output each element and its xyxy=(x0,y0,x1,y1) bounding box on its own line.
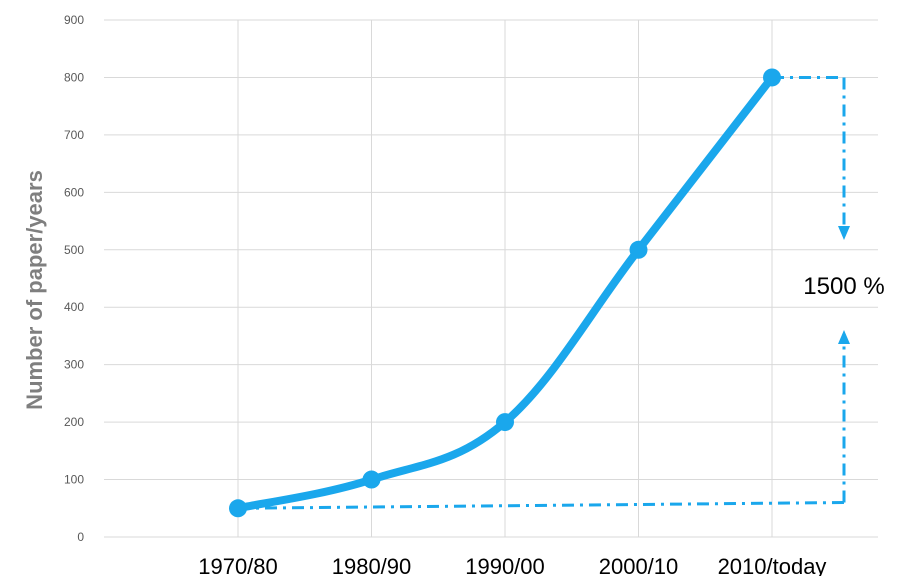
grid xyxy=(104,19,878,538)
y-axis-label: Number of paper/years xyxy=(22,170,47,410)
y-tick-label: 600 xyxy=(64,185,84,199)
y-tick-label: 500 xyxy=(64,243,84,257)
x-axis: 1970/80 1980/90 1990/00 2000/10 2010/today xyxy=(198,554,826,576)
y-tick-label: 900 xyxy=(64,13,84,27)
y-tick-label: 300 xyxy=(64,358,84,372)
x-tick-label: 1990/00 xyxy=(465,554,545,576)
y-tick-label: 400 xyxy=(64,300,84,314)
y-tick-label: 200 xyxy=(64,415,84,429)
growth-annotation-label: 1500 % xyxy=(803,273,884,300)
arrow-down-icon xyxy=(838,226,850,240)
growth-annotation: 1500 % xyxy=(237,75,885,510)
data-point xyxy=(629,240,648,259)
data-point xyxy=(362,470,381,489)
series-line xyxy=(234,73,776,513)
y-axis: 0 100 200 300 400 500 600 700 800 900 xyxy=(64,13,84,544)
x-tick-label: 2010/today xyxy=(718,554,827,576)
data-point xyxy=(229,499,247,518)
series xyxy=(229,68,781,518)
annotation-base-guide xyxy=(237,501,845,510)
x-tick-label: 1980/90 xyxy=(332,554,412,576)
x-tick-label: 2000/10 xyxy=(599,554,679,576)
y-tick-label: 800 xyxy=(64,70,84,84)
y-tick-label: 0 xyxy=(77,530,84,544)
y-tick-label: 100 xyxy=(64,473,84,487)
arrow-up-icon xyxy=(838,330,850,344)
x-tick-label: 1970/80 xyxy=(198,554,278,576)
data-point xyxy=(763,68,781,87)
y-tick-label: 700 xyxy=(64,128,84,142)
data-point xyxy=(496,413,514,432)
